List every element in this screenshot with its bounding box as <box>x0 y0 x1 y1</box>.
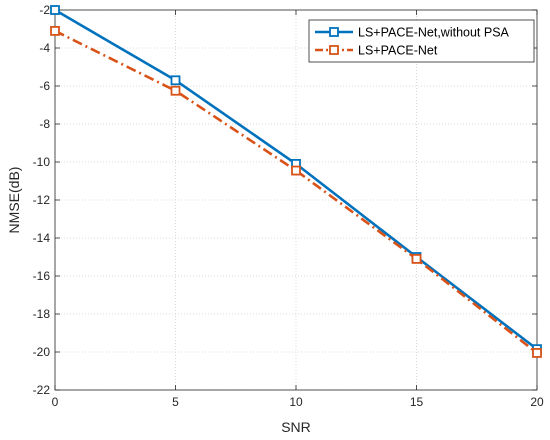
data-point-marker <box>532 348 542 358</box>
tick-labels: 0 5 10 15 20 -22 -20 -18 -16 -14 -12 -10 -8 -6 -4 -2 <box>33 3 544 409</box>
x-tick-label: 15 <box>410 395 424 409</box>
y-tick-label: -2 <box>39 3 50 17</box>
data-point-marker <box>291 165 301 176</box>
y-tick-label: -18 <box>33 307 51 321</box>
x-axis-label: SNR <box>281 419 311 435</box>
legend-marker <box>329 45 339 55</box>
y-tick-label: -10 <box>33 155 51 169</box>
y-tick-label: -14 <box>33 231 51 245</box>
x-tick-label: 20 <box>530 395 544 409</box>
y-tick-label: -8 <box>39 117 50 131</box>
y-tick-label: -6 <box>39 79 50 93</box>
data-point-marker <box>50 5 60 15</box>
data-point-marker <box>50 25 60 36</box>
legend: LS+PACE-Net,without PSA LS+PACE-Net <box>308 19 535 63</box>
series-layer <box>50 5 542 358</box>
legend-label: LS+PACE-Net <box>358 44 438 58</box>
series-line <box>54 29 538 354</box>
legend-marker <box>329 27 339 37</box>
y-tick-label: -20 <box>33 345 51 359</box>
x-tick-label: 5 <box>172 395 179 409</box>
legend-box <box>308 19 535 63</box>
legend-item: LS+PACE-Net <box>315 44 438 58</box>
legend-item: LS+PACE-Net,without PSA <box>315 26 510 40</box>
data-point-marker <box>411 253 422 264</box>
legend-label: LS+PACE-Net,without PSA <box>358 26 510 40</box>
y-tick-label: -12 <box>33 193 51 207</box>
data-point-marker <box>170 85 181 96</box>
data-point-marker <box>170 75 181 86</box>
x-tick-label: 10 <box>289 395 303 409</box>
y-axis-label: NMSE(dB) <box>6 167 22 234</box>
y-tick-label: -4 <box>39 41 50 55</box>
x-tick-label: 0 <box>52 395 59 409</box>
y-tick-label: -16 <box>33 269 51 283</box>
y-tick-label: -22 <box>33 383 51 397</box>
series-2 <box>50 25 542 358</box>
